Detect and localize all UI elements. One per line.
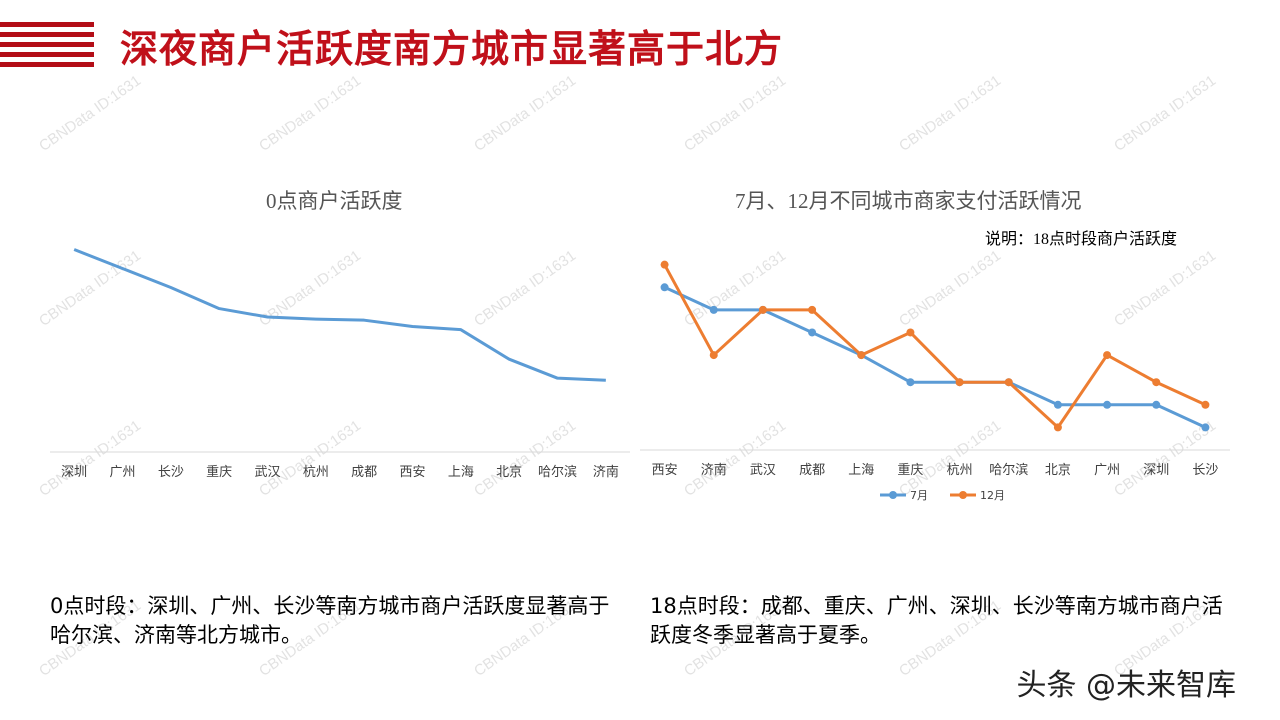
header-stripes	[0, 22, 94, 74]
x-tick-label: 济南	[593, 464, 619, 480]
watermark-text: CBNData ID:1631	[895, 72, 1005, 155]
footer-credit: 头条 @未来智库	[1016, 668, 1236, 703]
series-line	[73, 248, 606, 382]
x-tick-label: 长沙	[158, 465, 184, 480]
x-tick-label: 深圳	[61, 465, 87, 480]
data-point	[955, 378, 964, 387]
left-chart-title: 0点商户活跃度	[266, 189, 403, 213]
series-line	[663, 285, 1207, 429]
series-line	[663, 263, 1207, 429]
data-point	[906, 328, 915, 337]
x-tick-label: 武汉	[254, 465, 280, 480]
data-point	[1201, 400, 1210, 409]
x-tick-label: 杭州	[303, 465, 329, 480]
x-tick-label: 成都	[351, 465, 377, 480]
x-tick-label: 上海	[448, 465, 474, 480]
watermark-text: CBNData ID:1631	[680, 72, 790, 155]
right-line-chart: 西安 济南 武汉 成都 上海 重庆 杭州 哈尔滨 北京 广州 深圳 长沙 7月 12月	[640, 260, 1230, 502]
x-tick-label: 哈尔滨	[538, 464, 577, 480]
data-point	[857, 351, 866, 360]
data-point	[808, 328, 817, 337]
data-point	[1004, 378, 1013, 387]
data-point	[758, 305, 767, 314]
x-tick-label: 北京	[496, 465, 522, 480]
x-tick-label: 济南	[701, 462, 727, 478]
watermark-text: CBNData ID:1631	[255, 72, 365, 155]
data-point	[709, 305, 718, 314]
data-point	[1103, 351, 1112, 360]
data-point	[1201, 423, 1210, 432]
x-tick-label: 广州	[109, 465, 135, 480]
data-point	[1152, 400, 1161, 409]
data-point	[1152, 378, 1161, 387]
data-point	[1103, 400, 1112, 409]
data-point	[709, 351, 718, 360]
watermark-text: CBNData ID:1631	[470, 72, 580, 155]
x-tick-label: 上海	[848, 463, 874, 478]
legend-marker	[959, 491, 967, 499]
legend-marker	[889, 491, 897, 499]
x-tick-label: 武汉	[750, 463, 776, 478]
x-tick-label: 广州	[1094, 463, 1120, 478]
legend-label: 12月	[980, 489, 1005, 502]
watermark-text: CBNData ID:1631	[1110, 72, 1220, 155]
watermark-text: CBNData ID:1631	[35, 72, 145, 155]
data-point	[660, 260, 669, 269]
x-tick-label: 西安	[399, 465, 425, 480]
data-point	[1053, 423, 1062, 432]
x-tick-label: 成都	[799, 463, 825, 478]
x-tick-label: 长沙	[1192, 463, 1218, 478]
x-tick-label: 北京	[1045, 463, 1071, 478]
left-description: 0点时段：深圳、广州、长沙等南方城市商户活跃度显著高于哈尔滨、济南等北方城市。	[50, 594, 610, 647]
x-tick-label: 重庆	[206, 464, 232, 480]
right-chart-title: 7月、12月不同城市商家支付活跃情况	[735, 189, 1082, 213]
data-point	[906, 378, 915, 387]
x-tick-label: 哈尔滨	[989, 462, 1028, 478]
right-chart-note: 说明：18点时段商户活跃度	[985, 231, 1178, 248]
left-line-chart: 深圳 广州 长沙 重庆 武汉 杭州 成都 西安 上海 北京 哈尔滨 济南	[50, 248, 630, 480]
data-point	[808, 305, 817, 314]
data-point	[660, 283, 669, 292]
x-tick-label: 深圳	[1143, 463, 1169, 478]
legend-label: 7月	[910, 489, 928, 502]
x-tick-label: 杭州	[947, 463, 973, 478]
right-description: 18点时段：成都、重庆、广州、深圳、长沙等南方城市商户活跃度冬季显著高于夏季。	[650, 594, 1223, 647]
data-point	[1053, 400, 1062, 409]
page-title: 深夜商户活跃度南方城市显著高于北方	[120, 27, 784, 71]
x-tick-label: 重庆	[897, 462, 923, 478]
x-tick-label: 西安	[652, 463, 678, 478]
